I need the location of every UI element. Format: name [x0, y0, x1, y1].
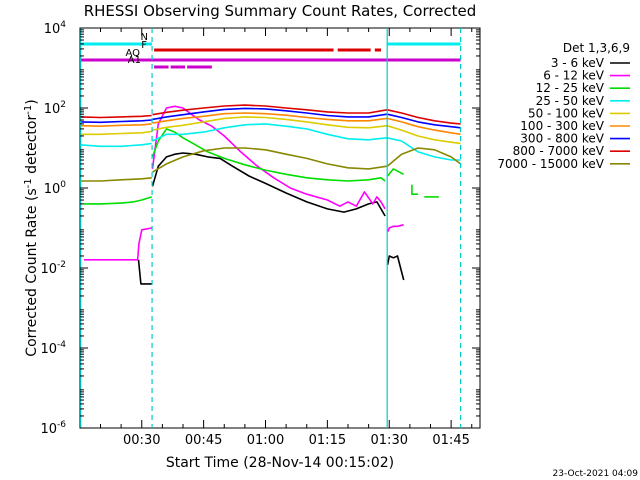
- x-tick-label-1: 00:45: [185, 433, 222, 448]
- flag-label-a1: A1: [128, 55, 141, 66]
- plot-area: [79, 27, 481, 429]
- legend-label-8: 7000 - 15000 keV: [497, 157, 604, 171]
- series-line-2-seg-2: [386, 168, 405, 177]
- legend-label-6: 300 - 800 keV: [520, 132, 604, 146]
- x-tick-label-0: 00:30: [123, 433, 160, 448]
- legend-label-2: 12 - 25 keV: [536, 81, 605, 95]
- legend-label-5: 100 - 300 keV: [520, 119, 604, 133]
- flag-label-f: F: [141, 40, 147, 51]
- legend-label-1: 6 - 12 keV: [543, 69, 605, 83]
- y-axis-label: Corrected Count Rate (s-1 detector-1): [23, 99, 40, 356]
- series-line-5-seg-1: [152, 112, 461, 136]
- series-line-7-seg-1: [152, 104, 461, 125]
- series-line-1-seg-2: [386, 224, 404, 233]
- series-line-5-seg-0: [79, 123, 152, 127]
- series-line-3-seg-0: [79, 142, 152, 148]
- plot-frame: [79, 27, 481, 429]
- axes: 00:30 00:45 01:00 01:15 01:30 01:45 10-6 10-4 10…: [40, 20, 480, 448]
- legend-label-0: 3 - 6 keV: [551, 56, 605, 70]
- series-line-2-seg-1: [151, 128, 386, 182]
- x-axis-label: Start Time (28-Nov-14 00:15:02): [166, 455, 394, 471]
- series-line-8-seg-0: [80, 177, 152, 182]
- legend-label-7: 800 - 7000 keV: [513, 144, 605, 158]
- series-line-4-seg-1: [152, 116, 461, 145]
- y-tick-label-3: 100: [44, 180, 67, 197]
- vertical-lines: [80, 28, 462, 428]
- series-line-2-seg-0: [84, 196, 152, 205]
- series-line-0-seg-1: [151, 152, 386, 217]
- x-tick-label-4: 01:30: [371, 433, 408, 448]
- generated-timestamp: 23-Oct-2021 04:09: [553, 469, 639, 479]
- series-line-2-seg-3: [411, 184, 419, 195]
- flag-label-n: N: [141, 32, 148, 43]
- x-tick-label-3: 01:15: [309, 433, 346, 448]
- series-line-6-seg-0: [79, 119, 152, 124]
- y-tick-label-5: 104: [44, 20, 67, 37]
- night-shading: [80, 28, 480, 428]
- series-line-0-seg-2: [386, 255, 405, 281]
- y-tick-label-2: 10-2: [40, 260, 66, 277]
- series-line-0-seg-0: [137, 259, 152, 285]
- x-tick-label-2: 01:00: [247, 433, 284, 448]
- series-line-7-seg-0: [79, 114, 152, 119]
- legend-header: Det 1,3,6,9: [563, 41, 630, 55]
- legend-label-3: 25 - 50 keV: [536, 94, 605, 108]
- y-tick-label-1: 10-4: [40, 340, 66, 357]
- series-line-6-seg-1: [152, 107, 461, 129]
- y-tick-label-0: 10-6: [40, 420, 66, 437]
- flag-label-aq: AQ: [125, 48, 140, 59]
- series-line-4-seg-0: [80, 130, 152, 136]
- series-line-8-seg-1: [152, 147, 462, 173]
- series-layer: [79, 104, 462, 285]
- chart-title: RHESSI Observing Summary Count Rates, Co…: [84, 2, 477, 20]
- y-tick-label-4: 102: [44, 100, 66, 117]
- series-line-1-seg-1: [151, 105, 386, 210]
- x-tick-label-5: 01:45: [432, 433, 469, 448]
- series-line-3-seg-1: [152, 123, 461, 161]
- series-line-1-seg-0: [84, 227, 152, 261]
- legend-label-4: 50 - 100 keV: [528, 106, 605, 120]
